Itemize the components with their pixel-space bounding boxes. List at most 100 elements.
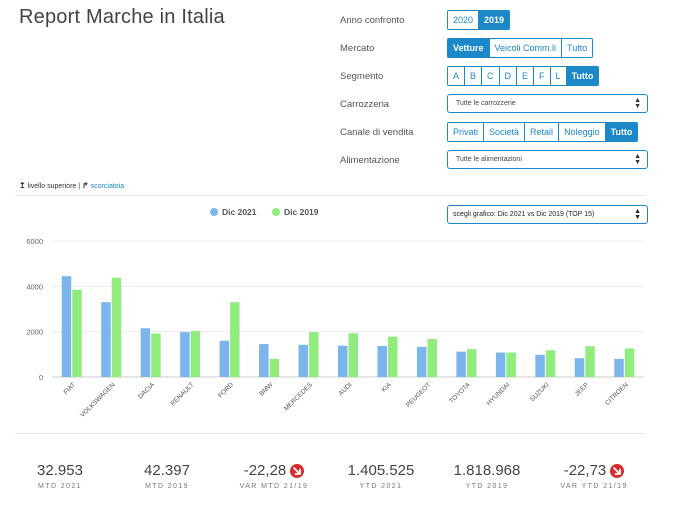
bar-toyota-2019 <box>466 349 477 377</box>
canale-option-button[interactable]: Società <box>483 122 526 142</box>
legend-dot-icon <box>210 208 218 216</box>
anno-option-button[interactable]: 2020 <box>447 10 480 30</box>
y-tick-label: 6000 <box>26 237 43 246</box>
bar-dacia-2019 <box>151 333 161 377</box>
kpi-value: 42.397 <box>144 462 190 479</box>
carrozzeria-select[interactable]: Tutte le carrozzerie ▲ ▼ <box>447 94 648 113</box>
alimentazione-select[interactable]: Tutte le alimentazioni ▲ ▼ <box>447 150 648 169</box>
chart-type-select[interactable]: scegli grafico: Dic 2021 vs Dic 2019 (TO… <box>447 205 648 224</box>
kpi-value: -22,28 <box>244 462 305 479</box>
x-tick-label: TOYOTA <box>448 381 472 405</box>
bar-mercedes-2021 <box>298 344 309 377</box>
segmento-option-button[interactable]: A <box>447 66 466 86</box>
filter-canale: Canale di vendita Privati Società Retail No… <box>340 122 650 144</box>
bar-renault-2019 <box>190 330 201 377</box>
bar-fiat-2019 <box>72 289 82 377</box>
y-tick-label: 2000 <box>26 328 43 337</box>
x-tick-label: VOLKSWAGEN <box>79 381 117 419</box>
kpi-value: -22,73 <box>564 462 625 479</box>
x-tick-label: CITROEN <box>604 381 630 407</box>
bar-fiat-2021 <box>61 276 72 377</box>
shortcut-link[interactable]: scorciatoia <box>90 183 125 190</box>
kpi-card: -22,73 VAR YTD 21/19 <box>544 462 644 490</box>
sort-caret-icon: ▲ ▼ <box>634 97 641 110</box>
canale-option-button[interactable]: Privati <box>447 122 485 142</box>
segmento-option-button[interactable]: B <box>464 66 483 86</box>
segmento-option-button[interactable]: D <box>498 66 518 86</box>
filter-mercato: Mercato Vetture Veicoli Comm.li Tutto <box>340 38 650 60</box>
kpi-card: 1.818.968 YTD 2019 <box>437 462 537 490</box>
bar-mercedes-2019 <box>309 332 319 377</box>
legend-item-dic-2021[interactable]: Dic 2021 <box>210 207 257 217</box>
kpi-label: YTD 2021 <box>359 483 403 490</box>
segmento-option-button[interactable]: F <box>533 66 551 86</box>
x-tick-label: DACIA <box>137 381 156 400</box>
kpi-value: 1.818.968 <box>453 462 521 479</box>
level-up-link[interactable]: livello superiore <box>27 183 77 190</box>
bar-audi-2019 <box>348 333 358 377</box>
x-tick-label: SUZUKI <box>529 381 551 403</box>
filter-carrozzeria-label: Carrozzeria <box>340 99 390 110</box>
kpi-card: 1.405.525 YTD 2021 <box>331 462 431 490</box>
x-tick-label: JEEP <box>574 381 590 397</box>
x-tick-label: KIA <box>381 381 394 394</box>
segmento-option-button[interactable]: E <box>516 66 535 86</box>
bar-chart: 0 2000 4000 6000 FIAT VOLKSWAGEN DACIA RENAULT F… <box>26 237 644 419</box>
arrow-down-right-icon <box>290 463 305 478</box>
x-tick-label: RENAULT <box>169 381 195 407</box>
canale-option-button[interactable]: Tutto <box>604 122 639 142</box>
legend-label: Dic 2019 <box>284 207 319 217</box>
bar-bmw-2019 <box>269 358 280 377</box>
divider <box>15 433 644 434</box>
x-tick-label: PEUGEOT <box>405 381 432 408</box>
segmento-option-button[interactable]: C <box>481 66 500 86</box>
kpi-label: VAR YTD 21/19 <box>560 483 628 490</box>
anno-option-button[interactable]: 2019 <box>478 10 511 30</box>
kpi-card: -22,28 VAR MTD 21/19 <box>224 462 324 490</box>
chart-type-select-value: scegli grafico: Dic 2021 vs Dic 2019 (TO… <box>453 211 595 218</box>
bar-hyundai-2019 <box>506 352 516 377</box>
legend-label: Dic 2021 <box>222 207 257 217</box>
bar-toyota-2021 <box>456 351 466 377</box>
bar-peugeot-2021 <box>416 346 427 377</box>
bar-renault-2021 <box>180 332 190 377</box>
bar-volkswagen-2019 <box>111 277 122 377</box>
mercato-button-group: Vetture Veicoli Comm.li Tutto <box>447 38 594 58</box>
kpi-value: 1.405.525 <box>347 462 415 479</box>
bar-citroen-2019 <box>624 348 635 377</box>
segmento-option-button[interactable]: L <box>549 66 567 86</box>
sort-caret-icon: ▲ ▼ <box>634 153 641 166</box>
arrow-down-right-icon <box>610 463 625 478</box>
page-title: Report Marche in Italia <box>19 6 225 28</box>
kpi-label: MTD 2021 <box>38 483 82 490</box>
alimentazione-select-value: Tutte le alimentazioni <box>456 156 522 163</box>
legend-item-dic-2019[interactable]: Dic 2019 <box>272 207 319 217</box>
kpi-card: 32.953 MTD 2021 <box>10 462 110 490</box>
filter-mercato-label: Mercato <box>340 43 375 54</box>
canale-option-button[interactable]: Noleggio <box>558 122 606 142</box>
bar-ford-2019 <box>230 302 240 377</box>
kpi-label: YTD 2019 <box>465 483 509 490</box>
filter-carrozzeria: Carrozzeria Tutte le carrozzerie ▲ ▼ <box>340 94 650 116</box>
kpi-card: 42.397 MTD 2019 <box>117 462 217 490</box>
y-tick-label: 4000 <box>26 282 43 291</box>
mercato-option-button[interactable]: Vetture <box>447 38 490 58</box>
bar-ford-2021 <box>219 340 230 377</box>
bar-suzuki-2019 <box>545 350 556 377</box>
breadcrumb-separator: | <box>76 183 83 190</box>
filter-anno-label: Anno confronto <box>340 15 405 26</box>
filter-alimentazione: Alimentazione Tutte le alimentazioni ▲ ▼ <box>340 150 650 172</box>
filter-segmento: Segmento A B C D E F L Tutto <box>340 66 650 88</box>
mercato-option-button[interactable]: Tutto <box>561 38 594 58</box>
bar-peugeot-2019 <box>427 338 437 377</box>
x-tick-label: HYUNDAI <box>486 381 512 407</box>
bar-dacia-2021 <box>140 328 151 377</box>
legend-dot-icon <box>272 208 280 216</box>
bar-jeep-2019 <box>585 346 595 377</box>
segmento-button-group: A B C D E F L Tutto <box>447 66 600 86</box>
mercato-option-button[interactable]: Veicoli Comm.li <box>488 38 563 58</box>
x-tick-label: AUDI <box>337 381 353 397</box>
canale-option-button[interactable]: Retail <box>524 122 560 142</box>
segmento-option-button[interactable]: Tutto <box>565 66 600 86</box>
bar-kia-2019 <box>387 336 398 377</box>
